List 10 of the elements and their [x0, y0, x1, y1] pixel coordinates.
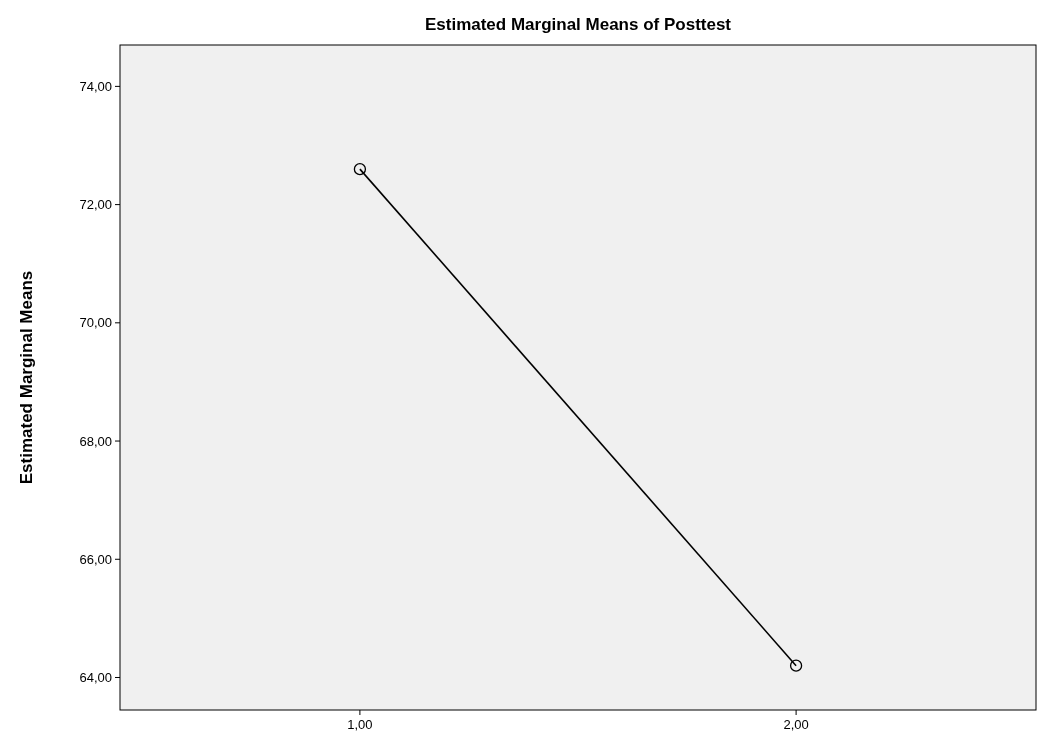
y-tick-label: 72,00: [79, 197, 112, 213]
y-tick-label: 64,00: [79, 670, 112, 686]
y-tick-label: 66,00: [79, 551, 112, 567]
y-tick-label: 70,00: [79, 315, 112, 331]
chart-title: Estimated Marginal Means of Posttest: [424, 15, 732, 34]
y-tick-label: 68,00: [79, 433, 112, 449]
y-axis-title: Estimated Marginal Means: [17, 270, 36, 485]
x-tick-label: 1,00: [347, 717, 373, 732]
y-tick-label: 74,00: [79, 78, 112, 94]
x-tick-label: 2,00: [783, 717, 809, 732]
